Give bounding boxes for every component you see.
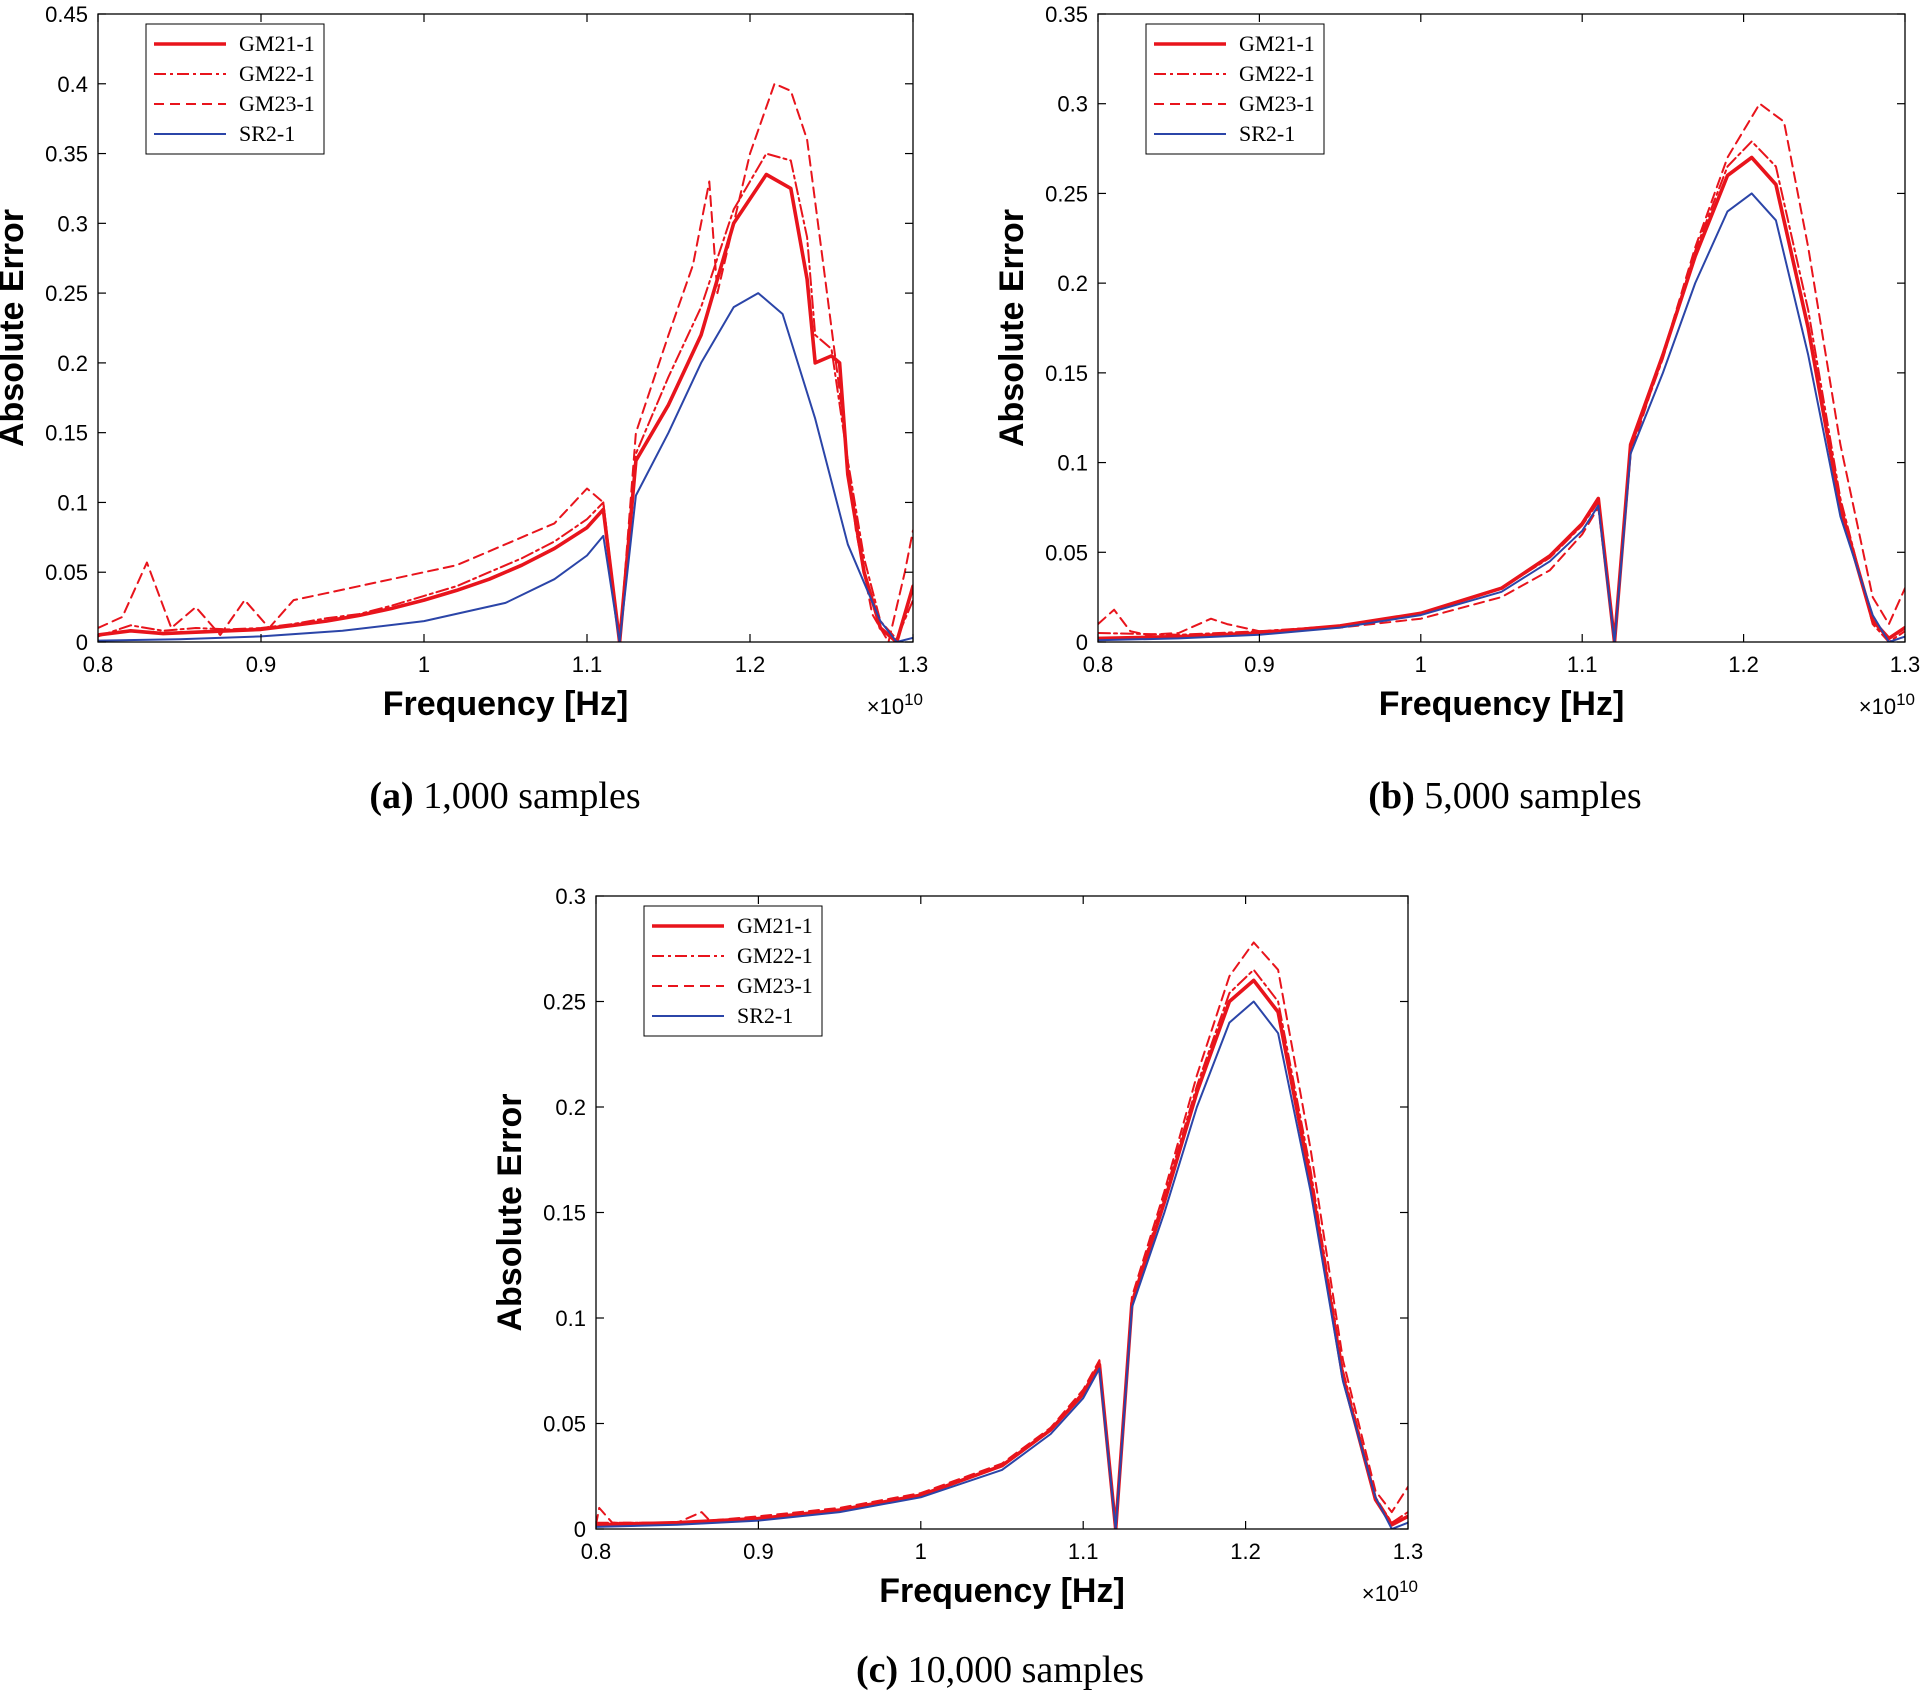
x-tick-label: 0.9 bbox=[1244, 652, 1275, 677]
x-tick-label: 1 bbox=[1415, 652, 1427, 677]
legend-label: GM21-1 bbox=[1239, 31, 1315, 56]
y-axis-label: Absolute Error bbox=[0, 209, 31, 447]
panel-caption: (b) 5,000 samples bbox=[1368, 775, 1641, 817]
legend-label: SR2-1 bbox=[1239, 121, 1295, 146]
x-tick-label: 1.2 bbox=[1728, 652, 1759, 677]
y-tick-label: 0.35 bbox=[1045, 2, 1088, 27]
caption-text: 1,000 samples bbox=[414, 775, 641, 817]
x-tick-label: 0.9 bbox=[743, 1539, 774, 1564]
legend-label: GM23-1 bbox=[1239, 91, 1315, 116]
x-tick-label: 0.9 bbox=[246, 652, 277, 677]
legend-label: GM21-1 bbox=[737, 913, 813, 938]
x-axis-label: Frequency [Hz] bbox=[1379, 685, 1625, 723]
x-exponent-power: 10 bbox=[904, 690, 923, 709]
axes-frame bbox=[97, 13, 914, 643]
x-tick-label: 1.1 bbox=[1567, 652, 1598, 677]
y-tick-label: 0.1 bbox=[1057, 451, 1088, 476]
panel-a: 0.8 0.9 1 1.1 1.2 1.3 0 0.05 0.1 0.15 0.2 0.25 0.3 0.… bbox=[0, 2, 928, 817]
series-line-gm23-1 bbox=[596, 941, 1408, 1529]
legend: GM21-1 GM22-1 GM23-1 SR2-1 bbox=[145, 23, 325, 155]
x-tick-label: 1.3 bbox=[1890, 652, 1921, 677]
panel-caption: (a) 1,000 samples bbox=[369, 775, 640, 817]
panel-b: 0.8 0.9 1 1.1 1.2 1.3 0 0.05 0.1 0.15 0.2 0.25 0.3 0.… bbox=[993, 2, 1920, 817]
series-line-gm22-1 bbox=[98, 152, 913, 642]
series-line-sr2-1 bbox=[596, 1000, 1408, 1529]
x-exponent-base: ×10 bbox=[1362, 1581, 1399, 1606]
series-line-sr2-1 bbox=[1098, 192, 1905, 642]
caption-label: (c) bbox=[856, 1649, 898, 1691]
x-tick-label: 0.8 bbox=[1083, 652, 1114, 677]
x-exponent-base: ×10 bbox=[867, 694, 904, 719]
x-tick-label: 1 bbox=[915, 1539, 927, 1564]
y-tick-label: 0.4 bbox=[57, 72, 88, 97]
caption-label: (a) bbox=[369, 775, 413, 817]
legend: GM21-1 GM22-1 GM23-1 SR2-1 bbox=[643, 905, 823, 1037]
axes-frame bbox=[1097, 13, 1906, 643]
x-exponent-power: 10 bbox=[1399, 1577, 1418, 1596]
x-tick-label: 1 bbox=[418, 652, 430, 677]
series-line-sr2-1 bbox=[98, 292, 913, 642]
y-tick-label: 0.2 bbox=[57, 351, 88, 376]
x-tick-label: 1.3 bbox=[1393, 1539, 1424, 1564]
caption-label: (b) bbox=[1368, 775, 1414, 817]
legend: GM21-1 GM22-1 GM23-1 SR2-1 bbox=[1145, 23, 1325, 155]
x-tick-label: 0.8 bbox=[83, 652, 114, 677]
y-tick-label: 0.1 bbox=[555, 1306, 586, 1331]
x-tick-label: 1.1 bbox=[1068, 1539, 1099, 1564]
y-tick-label: 0.15 bbox=[45, 421, 88, 446]
x-exponent-label: ×1010 bbox=[1859, 690, 1915, 719]
legend-label: GM23-1 bbox=[239, 91, 315, 116]
legend-label: GM22-1 bbox=[239, 61, 315, 86]
x-exponent-base: ×10 bbox=[1859, 694, 1896, 719]
legend-label: GM23-1 bbox=[737, 973, 813, 998]
panel-caption: (c) 10,000 samples bbox=[856, 1649, 1144, 1691]
y-tick-label: 0.2 bbox=[1057, 271, 1088, 296]
x-tick-label: 1.1 bbox=[572, 652, 603, 677]
x-tick-label: 0.8 bbox=[581, 1539, 612, 1564]
x-axis-label: Frequency [Hz] bbox=[383, 685, 629, 723]
y-tick-label: 0 bbox=[76, 630, 88, 655]
y-tick-label: 0.05 bbox=[45, 560, 88, 585]
series-line-gm22-1 bbox=[1098, 140, 1905, 642]
series-group bbox=[98, 82, 913, 642]
y-tick-label: 0.3 bbox=[555, 884, 586, 909]
x-axis-label: Frequency [Hz] bbox=[879, 1572, 1125, 1610]
legend-label: SR2-1 bbox=[239, 121, 295, 146]
y-tick-label: 0.2 bbox=[555, 1095, 586, 1120]
x-exponent-label: ×1010 bbox=[867, 690, 923, 719]
legend-label: SR2-1 bbox=[737, 1003, 793, 1028]
series-line-gm23-1 bbox=[1098, 102, 1905, 642]
y-tick-label: 0.25 bbox=[543, 990, 586, 1015]
y-tick-label: 0.3 bbox=[1057, 92, 1088, 117]
series-line-gm23-1 bbox=[98, 82, 913, 642]
y-tick-label: 0.25 bbox=[45, 281, 88, 306]
series-group bbox=[1098, 102, 1905, 642]
x-tick-label: 1.3 bbox=[898, 652, 929, 677]
y-tick-label: 0.35 bbox=[45, 142, 88, 167]
y-axis-label: Absolute Error bbox=[993, 209, 1031, 447]
x-tick-label: 1.2 bbox=[735, 652, 766, 677]
legend-label: GM22-1 bbox=[1239, 61, 1315, 86]
x-tick-label: 1.2 bbox=[1230, 1539, 1261, 1564]
y-tick-label: 0.15 bbox=[543, 1201, 586, 1226]
series-group bbox=[596, 941, 1408, 1529]
caption-text: 10,000 samples bbox=[898, 1649, 1144, 1691]
y-tick-label: 0.3 bbox=[57, 211, 88, 236]
y-tick-label: 0.05 bbox=[1045, 540, 1088, 565]
y-tick-label: 0.05 bbox=[543, 1412, 586, 1437]
y-tick-label: 0.25 bbox=[1045, 181, 1088, 206]
legend-label: GM21-1 bbox=[239, 31, 315, 56]
y-axis-label: Absolute Error bbox=[491, 1093, 529, 1331]
y-tick-label: 0.45 bbox=[45, 2, 88, 27]
panel-c: 0.8 0.9 1 1.1 1.2 1.3 0 0.05 0.1 0.15 0.2 0.25 0.3 ×1… bbox=[491, 884, 1423, 1691]
y-tick-label: 0.1 bbox=[57, 490, 88, 515]
legend-label: GM22-1 bbox=[737, 943, 813, 968]
y-tick-label: 0 bbox=[1076, 630, 1088, 655]
x-exponent-power: 10 bbox=[1896, 690, 1915, 709]
caption-text: 5,000 samples bbox=[1415, 775, 1642, 817]
y-tick-label: 0 bbox=[574, 1517, 586, 1542]
y-tick-label: 0.15 bbox=[1045, 361, 1088, 386]
x-exponent-label: ×1010 bbox=[1362, 1577, 1418, 1606]
